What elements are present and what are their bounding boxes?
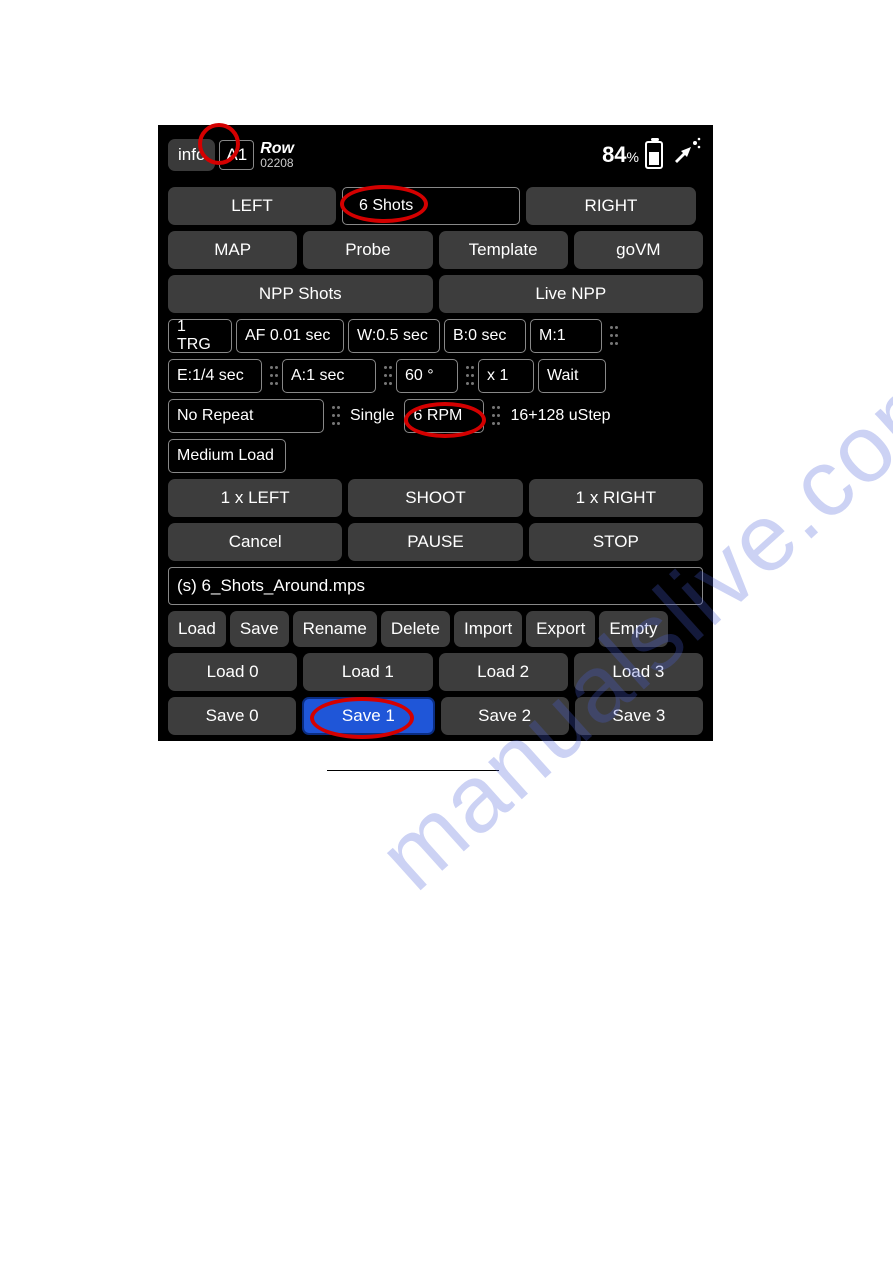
deg-field[interactable]: 60 ° xyxy=(396,359,458,393)
w-field[interactable]: W:0.5 sec xyxy=(348,319,440,353)
save-button[interactable]: Save xyxy=(230,611,289,647)
shoot-button[interactable]: SHOOT xyxy=(348,479,522,517)
row-fileops: Load Save Rename Delete Import Export Em… xyxy=(168,611,703,647)
battery-percent: 84% xyxy=(602,142,639,168)
stop-button[interactable]: STOP xyxy=(529,523,703,561)
wait-field[interactable]: Wait xyxy=(538,359,606,393)
drag-handle-icon[interactable] xyxy=(270,364,278,388)
export-button[interactable]: Export xyxy=(526,611,595,647)
save3-button[interactable]: Save 3 xyxy=(575,697,703,735)
shots-field[interactable]: 6 Shots xyxy=(342,187,520,225)
row-save-slots: Save 0 Save 1 Save 2 Save 3 xyxy=(168,697,703,735)
rpm-field[interactable]: 6 RPM xyxy=(404,399,484,433)
import-button[interactable]: Import xyxy=(454,611,522,647)
save1-button[interactable]: Save 1 xyxy=(302,697,434,735)
drag-handle-icon[interactable] xyxy=(466,364,474,388)
map-button[interactable]: MAP xyxy=(168,231,297,269)
rename-button[interactable]: Rename xyxy=(293,611,377,647)
row-load-slots: Load 0 Load 1 Load 2 Load 3 xyxy=(168,653,703,691)
params-row-4: Medium Load xyxy=(168,439,703,473)
params-row-3: No Repeat Single 6 RPM 16+128 uStep xyxy=(168,399,703,433)
row-shoot: 1 x LEFT SHOOT 1 x RIGHT xyxy=(168,479,703,517)
ustep-label: 16+128 uStep xyxy=(504,399,616,433)
e-field[interactable]: E:1/4 sec xyxy=(168,359,262,393)
trg-field[interactable]: 1 TRG xyxy=(168,319,232,353)
drag-handle-icon[interactable] xyxy=(384,364,392,388)
left-button[interactable]: LEFT xyxy=(168,187,336,225)
load2-button[interactable]: Load 2 xyxy=(439,653,568,691)
load3-button[interactable]: Load 3 xyxy=(574,653,703,691)
row-npp: NPP Shots Live NPP xyxy=(168,275,703,313)
pause-button[interactable]: PAUSE xyxy=(348,523,522,561)
row-control: Cancel PAUSE STOP xyxy=(168,523,703,561)
topbar: info A1 Row 02208 84% xyxy=(168,133,703,177)
npp-shots-button[interactable]: NPP Shots xyxy=(168,275,433,313)
device-frame: info A1 Row 02208 84% LEFT 6 Shots RI xyxy=(158,125,713,741)
save0-button[interactable]: Save 0 xyxy=(168,697,296,735)
delete-button[interactable]: Delete xyxy=(381,611,450,647)
single-label: Single xyxy=(344,399,400,433)
one-left-button[interactable]: 1 x LEFT xyxy=(168,479,342,517)
right-button[interactable]: RIGHT xyxy=(526,187,696,225)
row-block: Row 02208 xyxy=(260,141,294,169)
touch-hand-icon[interactable] xyxy=(669,135,703,175)
cancel-button[interactable]: Cancel xyxy=(168,523,342,561)
percent-sign: % xyxy=(627,149,639,165)
filename-field[interactable]: (s) 6_Shots_Around.mps xyxy=(168,567,703,605)
load1-button[interactable]: Load 1 xyxy=(303,653,432,691)
drag-handle-icon[interactable] xyxy=(492,404,500,428)
template-button[interactable]: Template xyxy=(439,231,568,269)
one-right-button[interactable]: 1 x RIGHT xyxy=(529,479,703,517)
af-field[interactable]: AF 0.01 sec xyxy=(236,319,344,353)
params-row-2: E:1/4 sec A:1 sec 60 ° x 1 Wait xyxy=(168,359,703,393)
divider xyxy=(327,770,499,771)
norepeat-field[interactable]: No Repeat xyxy=(168,399,324,433)
a1-indicator[interactable]: A1 xyxy=(219,140,254,170)
row-left-right: LEFT 6 Shots RIGHT xyxy=(168,187,703,225)
params-row-1: 1 TRG AF 0.01 sec W:0.5 sec B:0 sec M:1 xyxy=(168,319,703,353)
m-field[interactable]: M:1 xyxy=(530,319,602,353)
battery-icon xyxy=(645,141,663,169)
b-field[interactable]: B:0 sec xyxy=(444,319,526,353)
row-sub: 02208 xyxy=(260,157,294,169)
probe-button[interactable]: Probe xyxy=(303,231,432,269)
load0-button[interactable]: Load 0 xyxy=(168,653,297,691)
info-button[interactable]: info xyxy=(168,139,215,171)
govm-button[interactable]: goVM xyxy=(574,231,703,269)
battery-value: 84 xyxy=(602,142,626,167)
empty-button[interactable]: Empty xyxy=(599,611,667,647)
row-filename: (s) 6_Shots_Around.mps xyxy=(168,567,703,605)
x-field[interactable]: x 1 xyxy=(478,359,534,393)
load-button[interactable]: Load xyxy=(168,611,226,647)
medium-load-field[interactable]: Medium Load xyxy=(168,439,286,473)
row-map: MAP Probe Template goVM xyxy=(168,231,703,269)
live-npp-button[interactable]: Live NPP xyxy=(439,275,704,313)
drag-handle-icon[interactable] xyxy=(332,404,340,428)
save2-button[interactable]: Save 2 xyxy=(441,697,569,735)
drag-handle-icon[interactable] xyxy=(610,324,618,348)
row-label: Row xyxy=(260,141,294,157)
a-field[interactable]: A:1 sec xyxy=(282,359,376,393)
topbar-right: 84% xyxy=(602,133,703,177)
